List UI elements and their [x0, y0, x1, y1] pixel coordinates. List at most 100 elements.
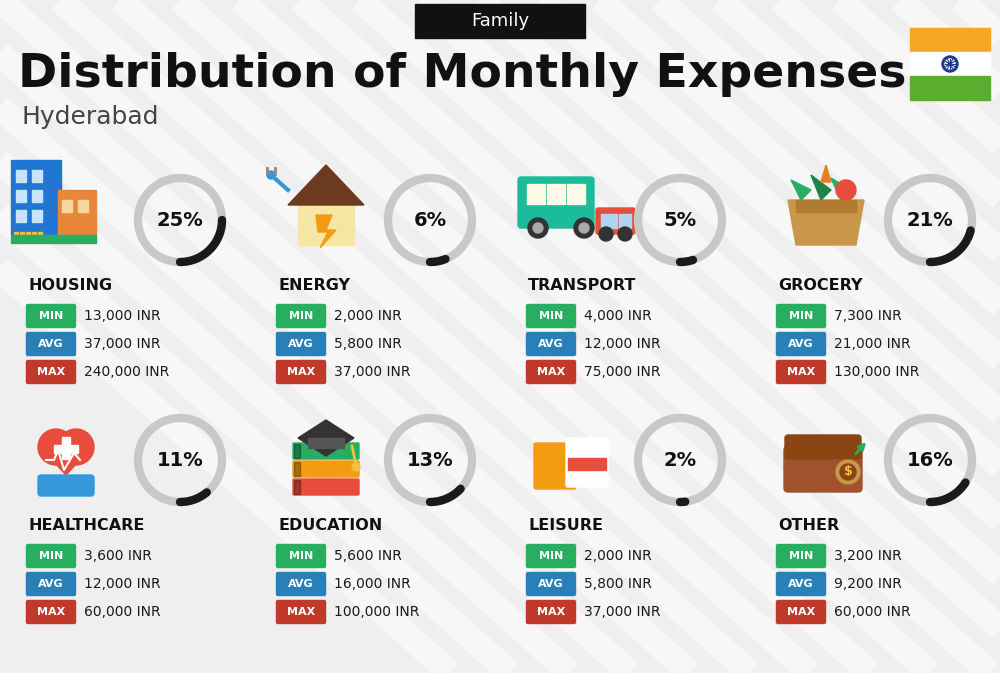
FancyBboxPatch shape: [596, 208, 635, 234]
Circle shape: [840, 464, 856, 480]
FancyBboxPatch shape: [276, 304, 326, 328]
Text: 9,200 INR: 9,200 INR: [834, 577, 902, 591]
Circle shape: [836, 180, 856, 200]
Text: Family: Family: [471, 12, 529, 30]
FancyBboxPatch shape: [294, 480, 300, 494]
FancyBboxPatch shape: [776, 361, 826, 384]
FancyBboxPatch shape: [26, 232, 30, 235]
Text: 2%: 2%: [663, 450, 697, 470]
FancyBboxPatch shape: [526, 600, 576, 623]
Text: 5,600 INR: 5,600 INR: [334, 549, 402, 563]
Text: 130,000 INR: 130,000 INR: [834, 365, 919, 379]
Circle shape: [352, 463, 360, 471]
Circle shape: [58, 429, 94, 465]
Circle shape: [267, 171, 275, 179]
FancyBboxPatch shape: [776, 332, 826, 355]
FancyBboxPatch shape: [26, 544, 76, 567]
FancyBboxPatch shape: [518, 177, 594, 228]
FancyBboxPatch shape: [796, 200, 856, 212]
Text: LEISURE: LEISURE: [528, 518, 603, 533]
Text: 25%: 25%: [157, 211, 203, 229]
Text: 12,000 INR: 12,000 INR: [84, 577, 161, 591]
FancyBboxPatch shape: [38, 232, 42, 235]
Circle shape: [948, 63, 952, 65]
Text: MAX: MAX: [787, 367, 815, 377]
FancyBboxPatch shape: [58, 190, 96, 235]
FancyBboxPatch shape: [276, 332, 326, 355]
FancyBboxPatch shape: [293, 443, 359, 459]
FancyBboxPatch shape: [62, 200, 72, 212]
FancyBboxPatch shape: [294, 444, 300, 458]
Text: 37,000 INR: 37,000 INR: [584, 605, 660, 619]
Text: MAX: MAX: [537, 607, 565, 617]
Text: MIN: MIN: [789, 551, 813, 561]
Text: EDUCATION: EDUCATION: [278, 518, 382, 533]
Text: 4,000 INR: 4,000 INR: [584, 309, 652, 323]
FancyBboxPatch shape: [526, 544, 576, 567]
FancyBboxPatch shape: [776, 544, 826, 567]
Text: 5,800 INR: 5,800 INR: [584, 577, 652, 591]
Text: AVG: AVG: [288, 339, 314, 349]
FancyBboxPatch shape: [26, 361, 76, 384]
Text: HOUSING: HOUSING: [28, 278, 112, 293]
Text: 75,000 INR: 75,000 INR: [584, 365, 660, 379]
FancyBboxPatch shape: [910, 76, 990, 100]
FancyBboxPatch shape: [276, 544, 326, 567]
FancyBboxPatch shape: [16, 170, 26, 182]
Text: AVG: AVG: [38, 579, 64, 589]
Text: $: $: [844, 466, 852, 479]
Polygon shape: [316, 215, 336, 248]
FancyBboxPatch shape: [20, 232, 24, 235]
Polygon shape: [288, 165, 364, 205]
Text: ENERGY: ENERGY: [278, 278, 350, 293]
FancyBboxPatch shape: [567, 184, 585, 204]
FancyBboxPatch shape: [784, 446, 862, 492]
Text: 16,000 INR: 16,000 INR: [334, 577, 411, 591]
Circle shape: [599, 227, 613, 241]
FancyBboxPatch shape: [526, 332, 576, 355]
Polygon shape: [788, 200, 864, 245]
Text: MIN: MIN: [39, 311, 63, 321]
Text: AVG: AVG: [288, 579, 314, 589]
Circle shape: [533, 223, 543, 233]
Circle shape: [574, 218, 594, 238]
FancyBboxPatch shape: [415, 4, 585, 38]
FancyBboxPatch shape: [294, 462, 300, 476]
FancyBboxPatch shape: [32, 210, 42, 222]
FancyBboxPatch shape: [32, 170, 42, 182]
FancyBboxPatch shape: [568, 458, 606, 470]
Text: 11%: 11%: [157, 450, 203, 470]
FancyBboxPatch shape: [526, 573, 576, 596]
Text: 13%: 13%: [407, 450, 453, 470]
FancyBboxPatch shape: [14, 232, 18, 235]
FancyBboxPatch shape: [62, 437, 70, 459]
FancyBboxPatch shape: [276, 361, 326, 384]
Text: MIN: MIN: [289, 311, 313, 321]
FancyBboxPatch shape: [16, 210, 26, 222]
Text: MIN: MIN: [539, 311, 563, 321]
Text: Hyderabad: Hyderabad: [22, 105, 160, 129]
Text: HEALTHCARE: HEALTHCARE: [28, 518, 144, 533]
Text: 60,000 INR: 60,000 INR: [834, 605, 911, 619]
Text: 7,300 INR: 7,300 INR: [834, 309, 902, 323]
Text: 12,000 INR: 12,000 INR: [584, 337, 661, 351]
Text: MIN: MIN: [39, 551, 63, 561]
Circle shape: [945, 59, 955, 69]
Text: 37,000 INR: 37,000 INR: [84, 337, 160, 351]
FancyBboxPatch shape: [78, 200, 88, 212]
Polygon shape: [831, 178, 851, 200]
FancyBboxPatch shape: [526, 361, 576, 384]
Polygon shape: [40, 447, 92, 475]
FancyBboxPatch shape: [32, 190, 42, 202]
Text: MAX: MAX: [787, 607, 815, 617]
Text: TRANSPORT: TRANSPORT: [528, 278, 636, 293]
Text: 21%: 21%: [907, 211, 953, 229]
FancyBboxPatch shape: [276, 600, 326, 623]
FancyBboxPatch shape: [776, 573, 826, 596]
Polygon shape: [298, 420, 354, 456]
FancyBboxPatch shape: [293, 479, 359, 495]
Text: 2,000 INR: 2,000 INR: [584, 549, 652, 563]
FancyBboxPatch shape: [38, 475, 94, 496]
Text: 2,000 INR: 2,000 INR: [334, 309, 402, 323]
Text: 13,000 INR: 13,000 INR: [84, 309, 161, 323]
